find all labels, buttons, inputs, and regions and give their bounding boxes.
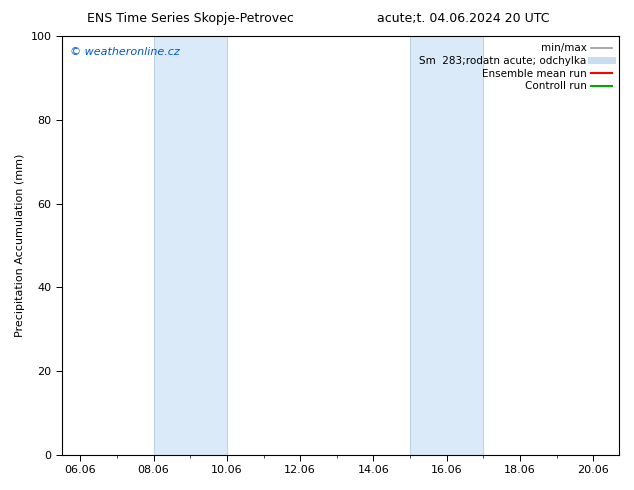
- Bar: [410, 36, 483, 455]
- Y-axis label: Precipitation Accumulation (mm): Precipitation Accumulation (mm): [15, 154, 25, 337]
- Text: acute;t. 04.06.2024 20 UTC: acute;t. 04.06.2024 20 UTC: [377, 12, 549, 25]
- Legend: min/max, Sm  283;rodatn acute; odchylka, Ensemble mean run, Controll run: min/max, Sm 283;rodatn acute; odchylka, …: [417, 41, 614, 93]
- Text: ENS Time Series Skopje-Petrovec: ENS Time Series Skopje-Petrovec: [87, 12, 294, 25]
- Text: © weatheronline.cz: © weatheronline.cz: [70, 47, 180, 57]
- Bar: [153, 36, 227, 455]
